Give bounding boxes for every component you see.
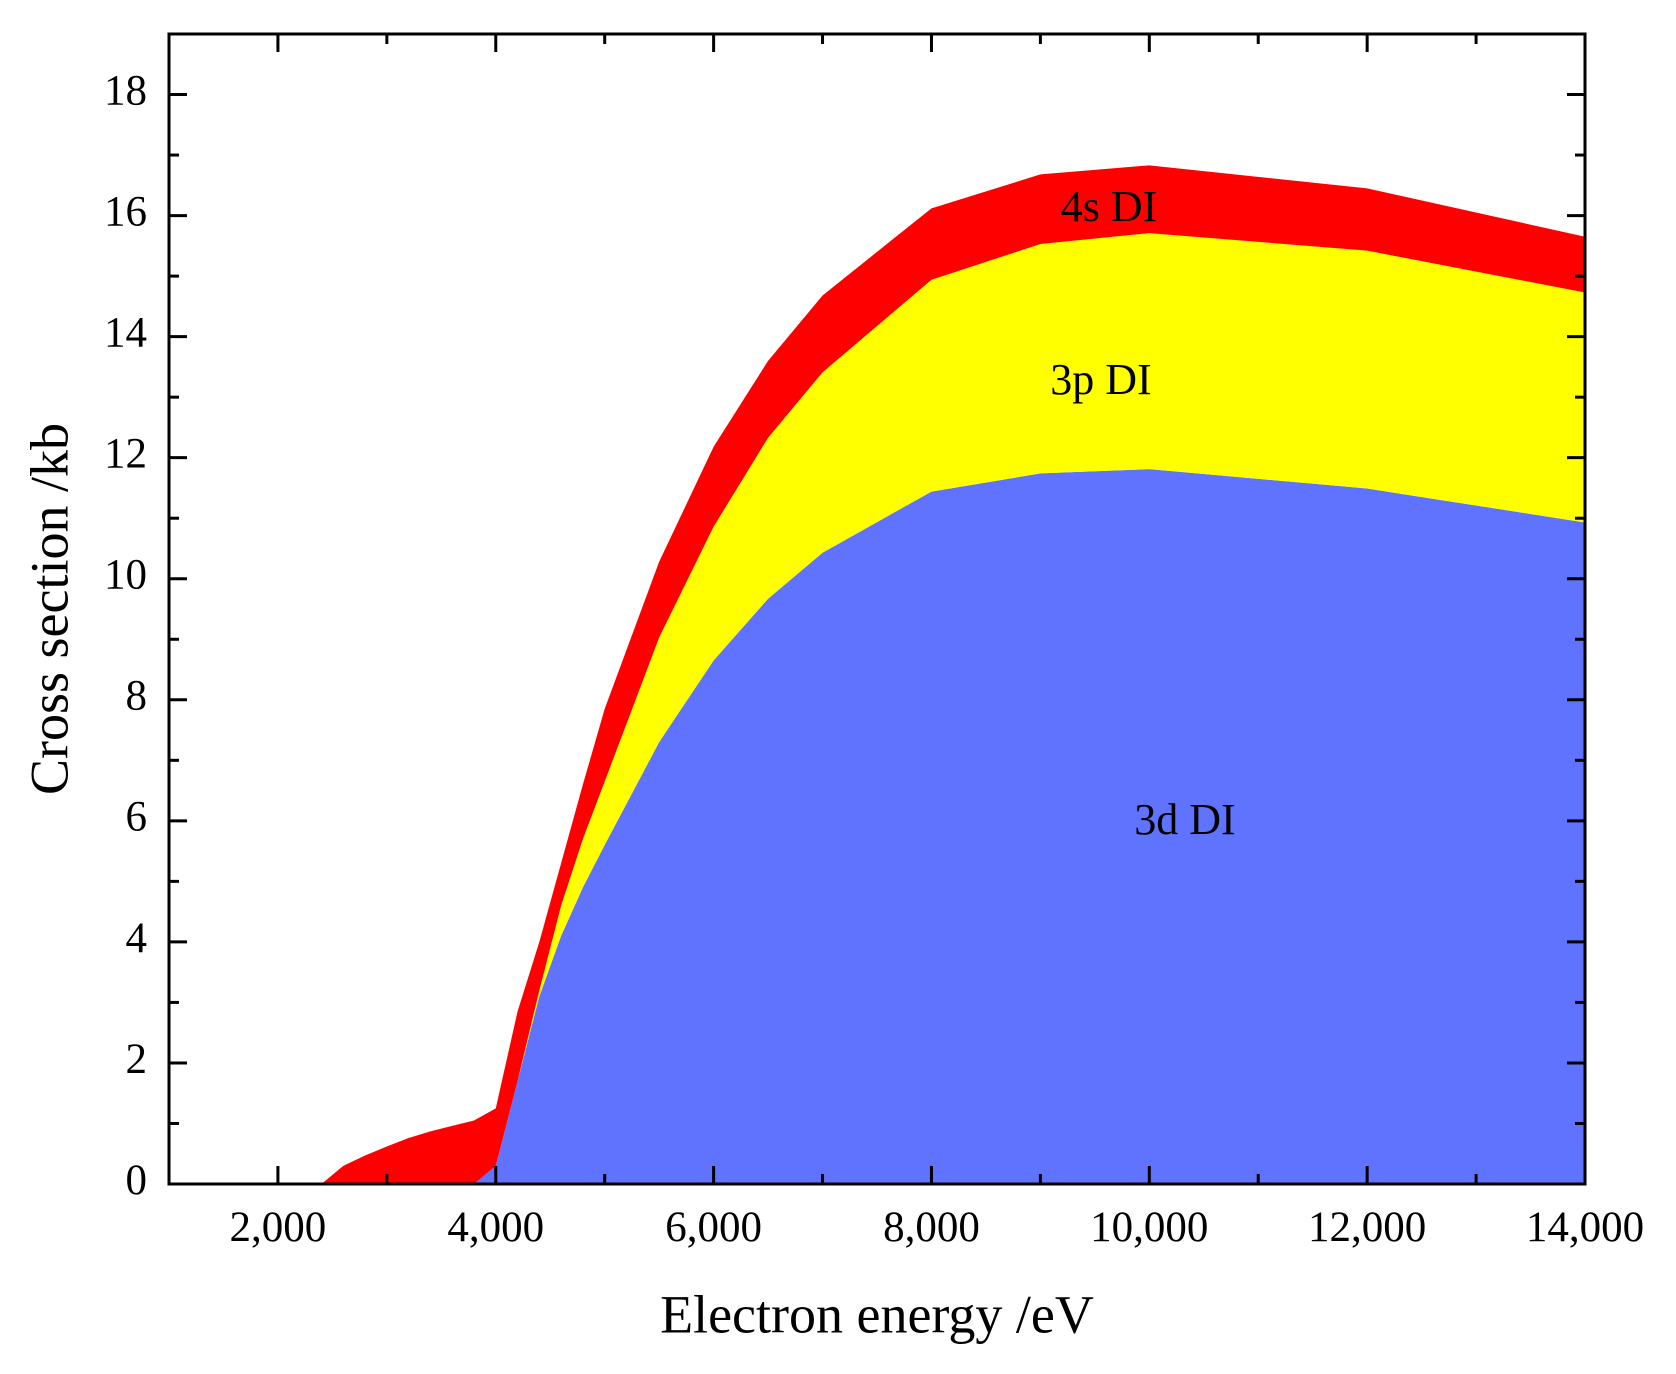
- y-tick-label: 8: [126, 673, 148, 720]
- y-tick-label: 12: [104, 431, 147, 478]
- y-tick-label: 16: [104, 188, 147, 235]
- plot-frame: [167, 32, 1587, 1186]
- x-axis-title: Electron energy /eV: [660, 1284, 1094, 1344]
- y-tick-label: 6: [126, 794, 148, 841]
- y-axis-title: Cross section /kb: [19, 423, 79, 795]
- x-tick-label: 8,000: [883, 1204, 980, 1251]
- area-label: 3d DI: [1134, 795, 1235, 844]
- x-tick-label: 4,000: [447, 1204, 544, 1251]
- y-tick-label: 14: [104, 310, 147, 357]
- y-tick-label: 18: [104, 67, 147, 114]
- y-tick-label: 2: [126, 1036, 148, 1083]
- y-tick-label: 10: [104, 552, 147, 599]
- area: [169, 469, 1585, 1184]
- x-tick-label: 6,000: [665, 1204, 762, 1251]
- x-tick-label: 2,000: [230, 1204, 327, 1251]
- y-tick-label: 0: [126, 1157, 148, 1204]
- y-tick-label: 4: [126, 915, 148, 962]
- x-tick-label: 14,000: [1526, 1204, 1644, 1251]
- area-label: 4s DI: [1061, 182, 1158, 231]
- x-tick-label: 12,000: [1308, 1204, 1426, 1251]
- area-label: 3p DI: [1050, 355, 1151, 404]
- x-tick-label: 10,000: [1090, 1204, 1208, 1251]
- area: [169, 233, 1585, 1184]
